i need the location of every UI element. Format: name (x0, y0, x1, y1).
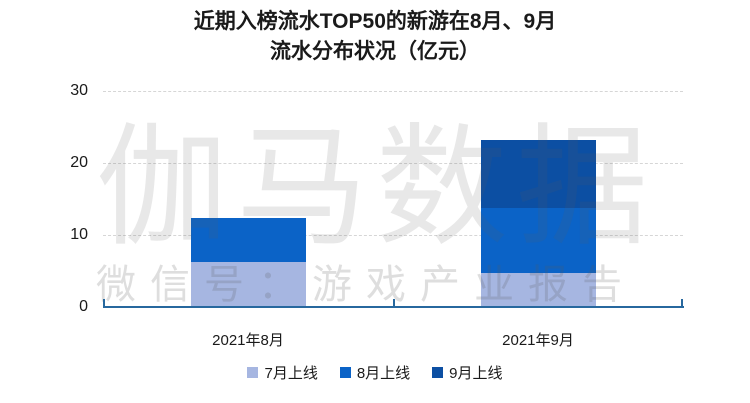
stacked-bar-2021年8月 (190, 217, 306, 307)
chart-title-line2: 流水分布状况（亿元） (270, 40, 480, 63)
legend-swatch-icon (432, 367, 444, 378)
legend-swatch-icon (247, 367, 259, 378)
gridline-y-30 (103, 91, 683, 92)
bar-segment-8月上线 (190, 217, 306, 262)
bar-segment-7月上线 (480, 273, 596, 307)
legend-swatch-icon (339, 367, 351, 378)
legend-item-7月上线: 7月上线 (247, 362, 318, 383)
x-axis-category-label: 2021年8月 (212, 332, 284, 349)
y-axis-tick-label-10: 10 (70, 226, 88, 243)
chart-legend: 7月上线 8月上线 9月上线 (0, 362, 750, 383)
legend-item-8月上线: 8月上线 (339, 362, 411, 383)
legend-item-9月上线: 9月上线 (432, 362, 503, 383)
x-axis-tick (681, 299, 683, 307)
legend-label: 8月上线 (356, 365, 411, 382)
bar-segment-7月上线 (190, 261, 306, 307)
bar-segment-9月上线 (480, 139, 596, 209)
gridline-y-10 (103, 235, 683, 236)
legend-label: 9月上线 (449, 365, 503, 382)
bar-segment-8月上线 (480, 208, 596, 274)
chart-title: 近期入榜流水TOP50的新游在8月、9月 流水分布状况（亿元） (0, 7, 750, 67)
chart-title-line1: 近期入榜流水TOP50的新游在8月、9月 (193, 10, 557, 33)
x-axis-category-label: 2021年9月 (502, 332, 574, 349)
stacked-bar-2021年9月 (480, 139, 596, 307)
legend-label: 7月上线 (264, 365, 318, 382)
y-axis-tick-label-0: 0 (79, 298, 88, 315)
y-axis-tick-label-20: 20 (70, 154, 88, 171)
x-axis-tick (103, 299, 105, 307)
gridline-y-20 (103, 163, 683, 164)
x-axis-tick (393, 299, 395, 307)
y-axis-tick-label-30: 30 (70, 82, 88, 99)
x-axis-line (103, 306, 684, 308)
